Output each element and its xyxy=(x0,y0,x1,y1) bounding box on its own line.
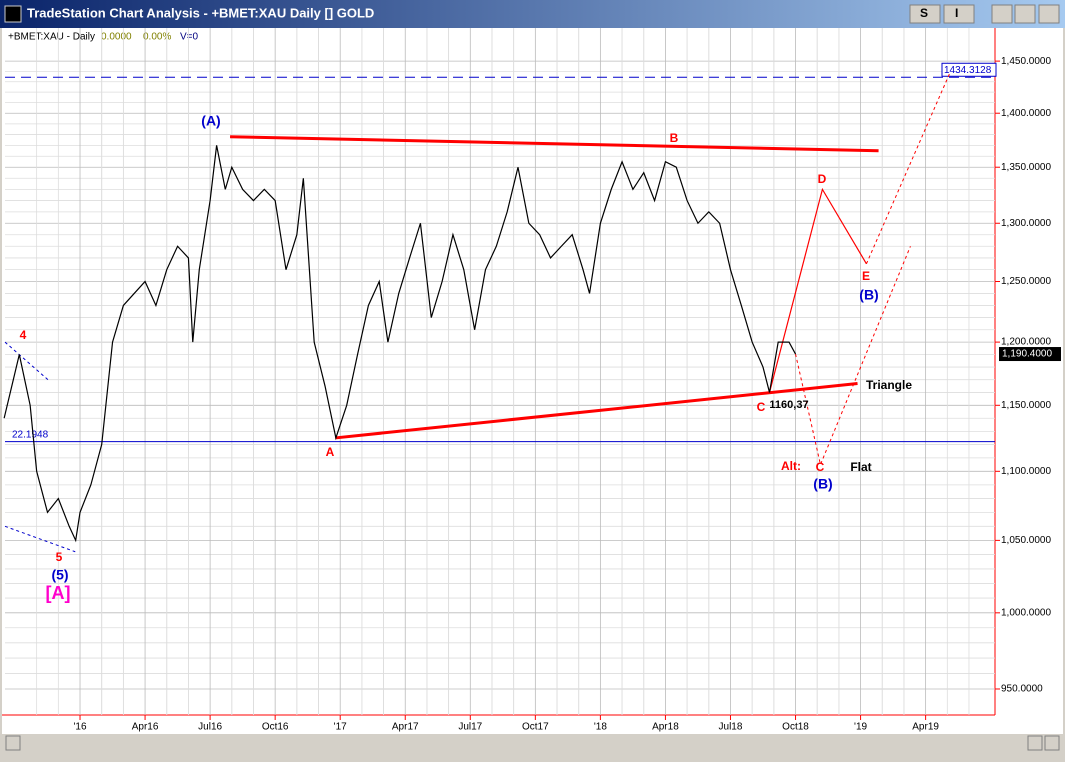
x-tick-label: Jul18 xyxy=(719,722,743,733)
annotation: (B) xyxy=(813,476,832,492)
y-tick-label: 1,000.0000 xyxy=(1001,607,1051,618)
y-tick-label: 1,100.0000 xyxy=(1001,466,1051,477)
trend-line xyxy=(865,71,952,264)
y-tick-label: 1,450.0000 xyxy=(1001,56,1051,67)
annotation: E xyxy=(862,269,870,283)
x-tick-label: Oct18 xyxy=(782,722,809,733)
plot: 950.0000 1,000.0000 1,050.0000 1,100.0000 1,… xyxy=(3,28,1061,733)
x-tick-label: Jul16 xyxy=(198,722,222,733)
x-tick-label: Oct16 xyxy=(262,722,289,733)
s-button[interactable]: S xyxy=(909,4,941,24)
hline-label: 1434.3128 xyxy=(944,65,992,76)
x-tick-label: '17 xyxy=(334,722,347,733)
trend-line xyxy=(335,382,858,440)
annotation: 1160,37 xyxy=(769,399,808,411)
x-tick-label: Apr19 xyxy=(912,722,939,733)
y-tick-label: 1,350.0000 xyxy=(1001,162,1051,173)
s-label: S xyxy=(920,6,928,20)
symbol: +BMET:XAU - Daily xyxy=(8,32,95,43)
annotation: D xyxy=(818,172,827,186)
x-tick-label: '19 xyxy=(854,722,867,733)
annotation: Triangle xyxy=(866,378,912,392)
annotation: Alt: xyxy=(781,459,801,473)
hline-label: 22.1948 xyxy=(12,429,49,440)
y-tick-label: 1,200.0000 xyxy=(1001,337,1051,348)
annotation: C xyxy=(757,400,766,414)
y-tick-label: 950.0000 xyxy=(1001,684,1043,695)
x-tick-label: '18 xyxy=(594,722,607,733)
annotation: C xyxy=(816,460,825,474)
minimize-button[interactable] xyxy=(991,4,1013,24)
x-tick-label: Oct17 xyxy=(522,722,549,733)
trend-line xyxy=(795,246,911,467)
scroll-right[interactable] xyxy=(1044,735,1060,751)
title-bar xyxy=(0,0,1065,28)
annotation: 4 xyxy=(20,328,27,342)
annotation: (A) xyxy=(201,113,220,129)
last-price-box xyxy=(999,347,1061,362)
change: 0.00% xyxy=(143,32,171,43)
x-tick-label: Apr17 xyxy=(392,722,419,733)
last-price-label: 1,190.4000 xyxy=(1002,349,1052,360)
annotation: A xyxy=(326,445,335,459)
i-label: I xyxy=(955,6,958,20)
maximize-button[interactable] xyxy=(1014,4,1036,24)
x-tick-label: Jul17 xyxy=(458,722,482,733)
i-button[interactable]: I xyxy=(943,4,975,24)
x-tick-label: Apr16 xyxy=(132,722,159,733)
price-line xyxy=(3,145,797,543)
close-button[interactable] xyxy=(1038,4,1060,24)
trend-line xyxy=(230,135,879,153)
hline-label-box xyxy=(941,62,997,77)
app-icon xyxy=(4,5,22,23)
y-tick-label: 1,300.0000 xyxy=(1001,218,1051,229)
scroll-left[interactable] xyxy=(5,735,21,751)
window-title: TradeStation Chart Analysis - +BMET:XAU … xyxy=(27,5,374,20)
scroll-thumb[interactable] xyxy=(1027,735,1043,751)
y-tick-label: 1,050.0000 xyxy=(1001,535,1051,546)
last: 0.0000 xyxy=(101,32,132,43)
annotation: 5 xyxy=(56,550,63,564)
trend-line xyxy=(768,187,867,393)
annotation: Flat xyxy=(850,460,871,474)
y-tick-label: 1,150.0000 xyxy=(1001,400,1051,411)
y-tick-label: 1,250.0000 xyxy=(1001,276,1051,287)
volume: V=0 xyxy=(180,32,199,43)
annotation: [A] xyxy=(46,583,71,603)
annotation: B xyxy=(670,131,679,145)
annotation: (5) xyxy=(51,567,68,583)
scrollbar[interactable] xyxy=(2,734,1063,752)
x-tick-label: '16 xyxy=(73,722,86,733)
annotation: (B) xyxy=(859,287,878,303)
trend-line xyxy=(4,525,76,553)
x-tick-label: Apr18 xyxy=(652,722,679,733)
y-tick-label: 1,400.0000 xyxy=(1001,108,1051,119)
